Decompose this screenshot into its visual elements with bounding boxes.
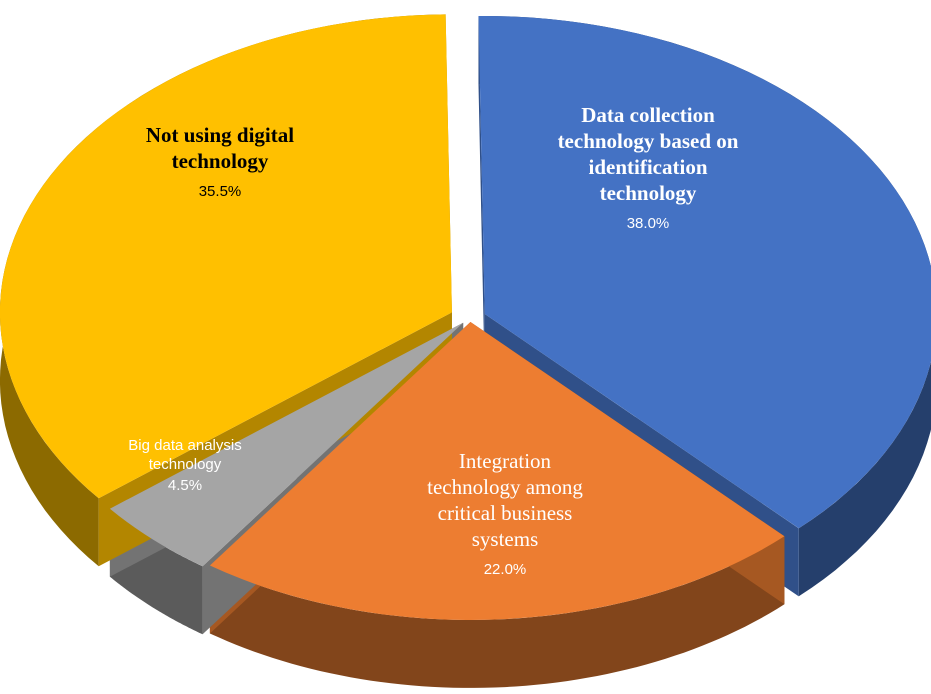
slice-value-label: 35.5%	[199, 183, 242, 200]
slice-label-line: Big data analysis	[128, 437, 241, 454]
slice-label-big-data-analysis-technology: Big data analysis technology 4.5%	[128, 437, 241, 494]
slice-label-line: Data collection	[581, 103, 715, 127]
slice-label-line: Integration	[459, 449, 552, 473]
slice-label-line: technology based on	[558, 129, 739, 153]
slice-label-line: identification	[589, 155, 708, 179]
slice-big-data-analysis-technology	[109, 322, 464, 567]
slice-wall-integration-technology-among-critical-business-systems	[209, 536, 785, 688]
slice-label-line: systems	[472, 527, 539, 551]
slice-value-label: 22.0%	[484, 561, 527, 578]
slice-label-line: technology	[172, 149, 269, 173]
slice-integration-technology-among-critical-business-systems	[209, 321, 785, 620]
slice-label-line: technology	[149, 456, 222, 473]
slice-value-label: 4.5%	[168, 477, 202, 494]
slice-edge-data-collection-technology-based-on-identification-technology-0	[478, 16, 485, 382]
slice-label-line: critical business	[438, 501, 573, 525]
slice-label-line: technology among	[427, 475, 583, 499]
slice-value-label: 38.0%	[627, 215, 670, 232]
slice-label-line: technology	[600, 181, 697, 205]
pie-slices	[0, 14, 931, 620]
slice-not-using-digital-technology	[0, 14, 452, 499]
slice-label-line: Not using digital	[146, 123, 294, 147]
slice-data-collection-technology-based-on-identification-technology	[478, 15, 931, 529]
